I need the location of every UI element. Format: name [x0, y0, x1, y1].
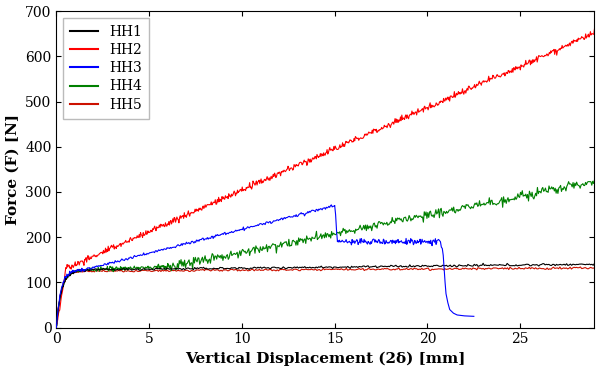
HH1 [420, 264, 427, 268]
HH4 [591, 178, 598, 182]
Line: HH2: HH2 [56, 29, 595, 325]
Line: HH5: HH5 [56, 267, 595, 328]
Line: HH1: HH1 [56, 263, 595, 328]
HH4 [53, 326, 60, 330]
HH2 [395, 118, 403, 122]
HH1 [153, 266, 160, 271]
HH1 [325, 264, 332, 269]
HH3 [155, 248, 163, 252]
HH3 [424, 239, 431, 244]
HH4 [68, 270, 75, 274]
HH5 [591, 266, 598, 270]
HH5 [568, 267, 575, 271]
Line: HH4: HH4 [56, 180, 595, 328]
Y-axis label: Force (F) [N]: Force (F) [N] [5, 114, 20, 225]
Legend: HH1, HH2, HH3, HH4, HH5: HH1, HH2, HH3, HH4, HH5 [63, 18, 149, 119]
HH3 [319, 206, 326, 211]
HH2 [86, 257, 93, 262]
HH5 [286, 267, 293, 272]
HH1 [479, 261, 487, 266]
HH5 [406, 267, 413, 272]
HH5 [91, 270, 98, 274]
HH1 [53, 326, 60, 330]
HH1 [591, 261, 598, 266]
HH3 [470, 314, 478, 318]
HH3 [109, 260, 116, 264]
Line: HH3: HH3 [56, 205, 474, 328]
HH4 [581, 183, 588, 188]
HH5 [577, 265, 584, 269]
HH4 [272, 242, 279, 247]
HH4 [235, 256, 242, 260]
HH3 [328, 203, 335, 207]
HH2 [379, 126, 386, 130]
HH5 [118, 268, 125, 273]
HH2 [53, 323, 60, 327]
HH1 [186, 267, 193, 271]
HH5 [53, 326, 60, 330]
X-axis label: Vertical Displacement (2δ) [mm]: Vertical Displacement (2δ) [mm] [185, 352, 466, 366]
HH1 [506, 263, 513, 268]
HH4 [122, 265, 130, 270]
HH3 [53, 326, 60, 330]
HH2 [591, 27, 598, 31]
HH2 [365, 130, 373, 134]
HH3 [209, 234, 216, 238]
HH5 [64, 275, 71, 279]
HH1 [356, 264, 363, 269]
HH2 [461, 89, 468, 94]
HH2 [516, 65, 523, 69]
HH4 [222, 256, 229, 260]
HH3 [57, 289, 64, 294]
